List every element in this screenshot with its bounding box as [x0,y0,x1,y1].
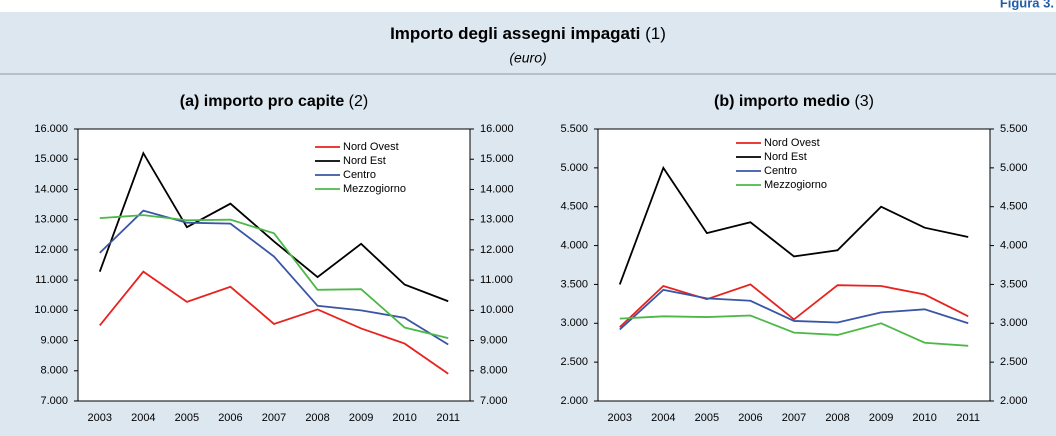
y-tick-label: 14.000 [34,183,68,195]
figure-title: Importo degli assegni impagati (1) [390,24,666,43]
y2-tick-label: 13.000 [480,214,514,226]
y-tick-label: 2.000 [560,395,588,407]
y2-tick-label: 4.000 [1000,239,1028,251]
y2-tick-label: 3.500 [1000,278,1028,290]
x-tick-label: 2004 [651,412,675,424]
y-tick-label: 15.000 [34,153,68,165]
y-tick-label: 12.000 [34,244,68,256]
series-line [619,288,969,331]
y-tick-label: 2.500 [560,356,588,368]
x-tick-label: 2010 [392,412,416,424]
y-tick-label: 3.000 [560,317,588,329]
x-tick-label: 2007 [262,412,286,424]
y2-tick-label: 9.000 [480,334,508,346]
x-tick-label: 2011 [956,412,980,424]
y2-tick-label: 11.000 [480,274,513,286]
y2-tick-label: 2.000 [1000,395,1028,407]
x-tick-label: 2009 [349,412,373,424]
x-tick-label: 2008 [825,412,849,424]
y2-tick-label: 15.000 [480,153,514,165]
y-tick-label: 11.000 [35,274,68,286]
y2-tick-label: 7.000 [480,395,508,407]
chart-title-main: (a) importo pro capite [180,93,345,110]
y-tick-label: 13.000 [34,214,68,226]
y-tick-label: 5.000 [560,162,588,174]
x-tick-label: 2005 [695,412,719,424]
x-tick-label: 2004 [131,412,155,424]
legend-label: Nord Ovest [764,137,820,149]
chart-title-note: (3) [854,93,874,110]
title-main: Importo degli assegni impagati [390,24,640,43]
y2-tick-label: 16.000 [480,123,514,135]
series-line [618,165,969,285]
y2-tick-label: 10.000 [480,304,514,316]
chart-title: (a) importo pro capite (2) [180,93,368,110]
legend-label: Mezzogiorno [343,183,406,195]
x-tick-label: 2006 [738,412,762,424]
y2-tick-label: 12.000 [480,244,514,256]
y2-tick-label: 14.000 [480,183,514,195]
series-line [99,214,449,340]
y2-tick-label: 3.000 [1000,317,1028,329]
y2-tick-label: 2.500 [1000,356,1028,368]
x-tick-label: 2003 [88,412,112,424]
y-tick-label: 3.500 [560,278,588,290]
y-tick-label: 7.000 [40,395,68,407]
legend-label: Centro [764,165,797,177]
y2-tick-label: 5.500 [1000,123,1028,135]
y-tick-label: 10.000 [34,304,68,316]
y-tick-label: 9.000 [40,334,68,346]
legend-label: Nord Est [343,155,386,167]
x-tick-label: 2008 [305,412,329,424]
x-tick-label: 2009 [869,412,893,424]
x-tick-label: 2003 [608,412,632,424]
plot-area [77,128,471,402]
y2-tick-label: 8.000 [480,365,508,377]
series-line [619,314,969,347]
chart-title-note: (2) [349,93,369,110]
y2-tick-label: 4.500 [1000,201,1028,213]
series-line [98,151,449,303]
legend-label: Nord Ovest [343,141,399,153]
series-line [99,270,449,375]
legend-label: Centro [343,169,376,181]
x-tick-label: 2007 [782,412,806,424]
series-line [619,283,969,328]
x-tick-label: 2006 [218,412,242,424]
y2-tick-label: 5.000 [1000,162,1028,174]
legend-label: Nord Est [764,151,807,163]
x-tick-label: 2010 [912,412,936,424]
plot-area [597,128,991,402]
figure-label: Figura 3. [1000,0,1054,10]
chart-title: (b) importo medio (3) [714,93,874,110]
x-tick-label: 2005 [175,412,199,424]
legend-label: Mezzogiorno [764,179,827,191]
chart-title-main: (b) importo medio [714,93,850,110]
y-tick-label: 16.000 [34,123,68,135]
title-note: (1) [645,24,666,43]
y-tick-label: 4.000 [560,239,588,251]
figure-subtitle: (euro) [509,50,546,66]
x-tick-label: 2011 [436,412,460,424]
y-tick-label: 8.000 [40,365,68,377]
y-tick-label: 4.500 [560,201,588,213]
y-tick-label: 5.500 [560,123,588,135]
